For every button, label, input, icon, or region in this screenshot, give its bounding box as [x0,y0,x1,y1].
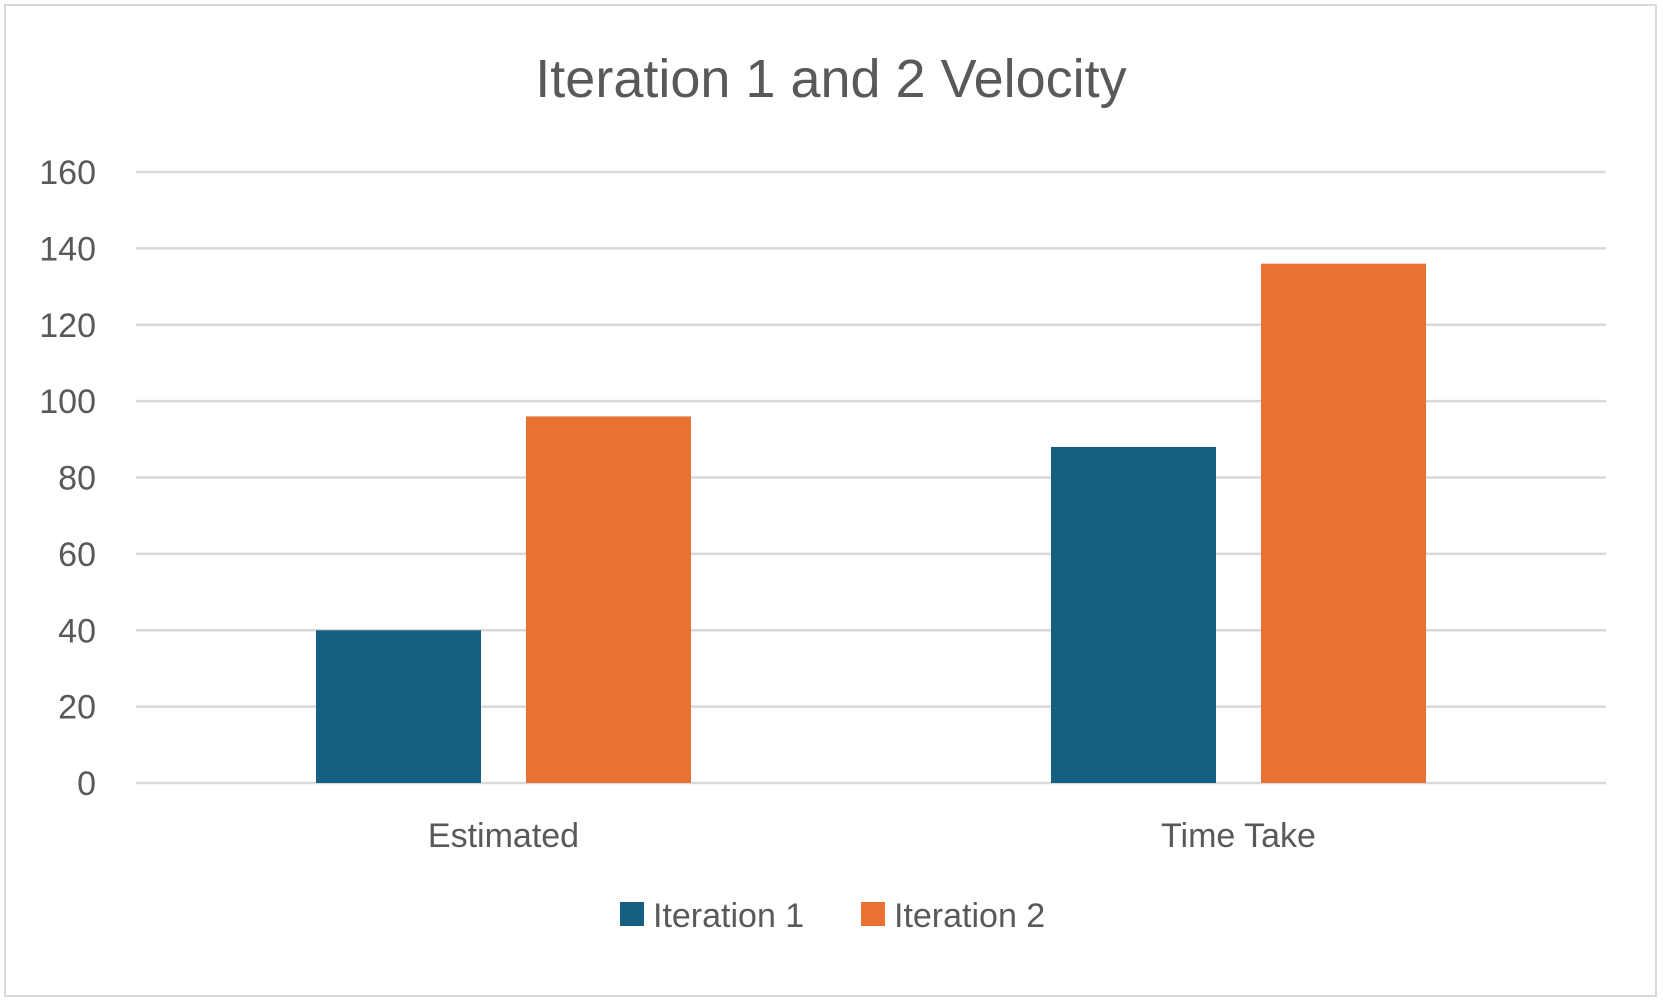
y-tick-label: 140 [39,230,96,268]
bar-2-2 [1261,263,1426,783]
y-tick-label: 160 [39,154,96,192]
legend-swatch [620,902,644,926]
category-label: Time Take [1161,817,1316,855]
y-tick-label: 20 [58,689,96,727]
y-axis-ticks: 0 20 40 60 80 100 120 140 160 [39,154,96,803]
legend-swatch [861,902,885,926]
chart-title: Iteration 1 and 2 Velocity [535,49,1126,109]
y-tick-label: 120 [39,307,96,345]
y-tick-label: 40 [58,612,96,650]
y-tick-label: 60 [58,536,96,574]
legend-label: Iteration 2 [894,897,1045,935]
category-label: Estimated [428,817,579,855]
legend: Iteration 1 Iteration 2 [620,897,1045,935]
y-tick-label: 80 [58,460,96,498]
bar-1-2 [1051,446,1216,783]
y-tick-label: 0 [77,765,96,803]
bar-1-1 [316,630,481,783]
x-axis-categories: Estimated Time Take [428,817,1316,855]
y-tick-label: 100 [39,383,96,421]
legend-label: Iteration 1 [653,897,804,935]
bar-2-1 [526,416,691,783]
bars [316,263,1426,783]
